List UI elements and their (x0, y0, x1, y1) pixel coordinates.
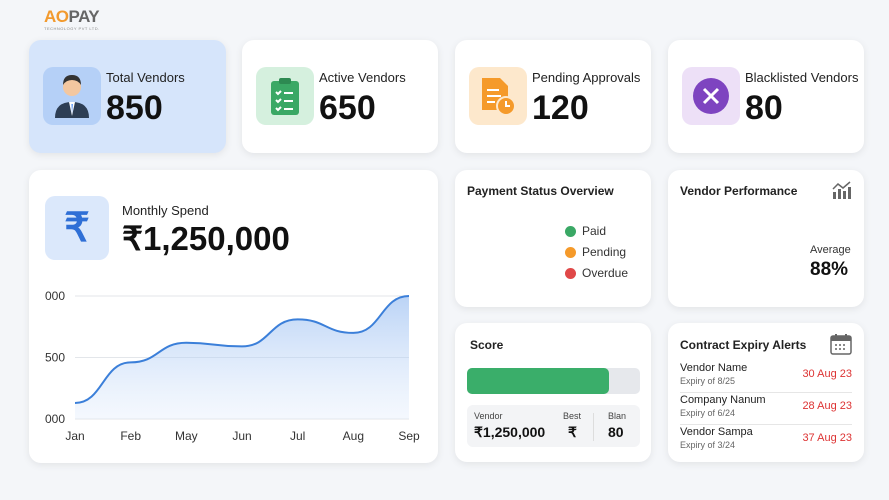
monthly-spend-label: Monthly Spend (122, 203, 209, 218)
blan-value: 80 (608, 424, 624, 440)
contract-expiry: Expiry of 6/24 (680, 408, 736, 418)
legend-pending: Pending (565, 245, 626, 259)
vendor-value: ₹1,250,000 (474, 424, 546, 440)
best-label: Best (563, 411, 582, 421)
monthly-spend-value: ₹1,250,000 (122, 220, 290, 257)
stat-card-total-vendors[interactable]: Total Vendors 850 (29, 40, 226, 153)
legend-label: Pending (582, 245, 627, 259)
best-value: ₹ (568, 424, 577, 440)
score-card: Score Vendor ₹1,250,000 Best ₹ Blan 80 (455, 323, 651, 462)
contract-expiry: Expiry of 3/24 (680, 440, 736, 450)
logo-tagline: TECHNOLOGY PVT LTD. (44, 26, 100, 31)
average-value: 88% (810, 259, 849, 280)
stat-label: Pending Approvals (532, 70, 641, 85)
logo-brand-a: AO (44, 7, 69, 26)
vendor-performance-title: Vendor Performance (680, 184, 798, 198)
average-label: Average (810, 244, 851, 256)
contract-date: 30 Aug 23 (802, 368, 852, 380)
contract-vendor-name: Vendor Sampa (680, 426, 753, 438)
stat-value: 120 (532, 89, 589, 127)
vendor-performance-card: Vendor Performance Average 88% (668, 170, 864, 307)
document-clock-icon (469, 67, 527, 125)
contract-row[interactable]: Company Nanum Expiry of 6/24 28 Aug 23 (680, 393, 852, 425)
contract-vendor-name: Vendor Name (680, 362, 748, 374)
stat-label: Blacklisted Vendors (745, 70, 859, 85)
stat-value: 650 (319, 89, 376, 127)
monthly-spend-card: ₹ Monthly Spend ₹1,250,000 (29, 170, 438, 463)
blan-label: Blan (608, 411, 627, 421)
stat-label: Total Vendors (106, 70, 185, 85)
contract-vendor-name: Company Nanum (680, 394, 766, 406)
contract-expiry-title: Contract Expiry Alerts (680, 338, 807, 352)
payment-status-title: Payment Status Overview (467, 184, 614, 198)
person-icon (43, 67, 101, 125)
chart-trend-icon[interactable] (832, 181, 852, 199)
stat-label: Active Vendors (319, 70, 406, 85)
payment-status-card: Payment Status Overview Paid Pending Ove… (455, 170, 651, 307)
contract-date: 28 Aug 23 (802, 400, 852, 412)
stat-card-blacklisted-vendors[interactable]: Blacklisted Vendors 80 (668, 40, 864, 153)
legend-paid: Paid (565, 224, 606, 238)
legend-overdue: Overdue (565, 266, 628, 280)
legend-label: Overdue (582, 266, 629, 280)
x-circle-icon (682, 67, 740, 125)
score-summary: Vendor ₹1,250,000 Best ₹ Blan 80 (467, 405, 640, 447)
logo-brand-b: PAY (68, 7, 100, 26)
score-title: Score (470, 338, 504, 352)
score-progress-fill (467, 368, 609, 394)
contract-expiry-card: Contract Expiry Alerts Vendor Name Expiry… (668, 323, 864, 462)
contract-row[interactable]: Vendor Sampa Expiry of 3/24 37 Aug 23 (680, 425, 852, 457)
stat-card-pending-approvals[interactable]: Pending Approvals 120 (455, 40, 651, 153)
divider (593, 413, 594, 441)
score-progress-bar (467, 368, 640, 394)
contract-date: 37 Aug 23 (802, 432, 852, 444)
vendor-label: Vendor (474, 411, 503, 421)
contract-expiry: Expiry of 8/25 (680, 376, 736, 386)
contract-row[interactable]: Vendor Name Expiry of 8/25 30 Aug 23 (680, 361, 852, 393)
rupee-icon: ₹ (45, 196, 109, 260)
legend-label: Paid (582, 224, 607, 238)
stat-value: 850 (106, 89, 163, 127)
clipboard-check-icon (256, 67, 314, 125)
stat-value: 80 (745, 89, 783, 127)
logo: AOPAY TECHNOLOGY PVT LTD. (44, 7, 100, 32)
calendar-icon[interactable] (830, 333, 852, 355)
stat-card-active-vendors[interactable]: Active Vendors 650 (242, 40, 438, 153)
